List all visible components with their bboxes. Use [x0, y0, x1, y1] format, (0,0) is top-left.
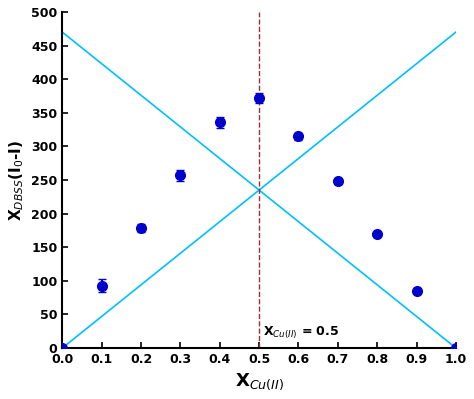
Text: X$_{Cu(II)}$ = 0.5: X$_{Cu(II)}$ = 0.5 — [263, 325, 339, 341]
Y-axis label: X$_{DBSS}$(I$_0$-I): X$_{DBSS}$(I$_0$-I) — [7, 139, 26, 221]
X-axis label: X$_{Cu(II)}$: X$_{Cu(II)}$ — [235, 371, 283, 392]
